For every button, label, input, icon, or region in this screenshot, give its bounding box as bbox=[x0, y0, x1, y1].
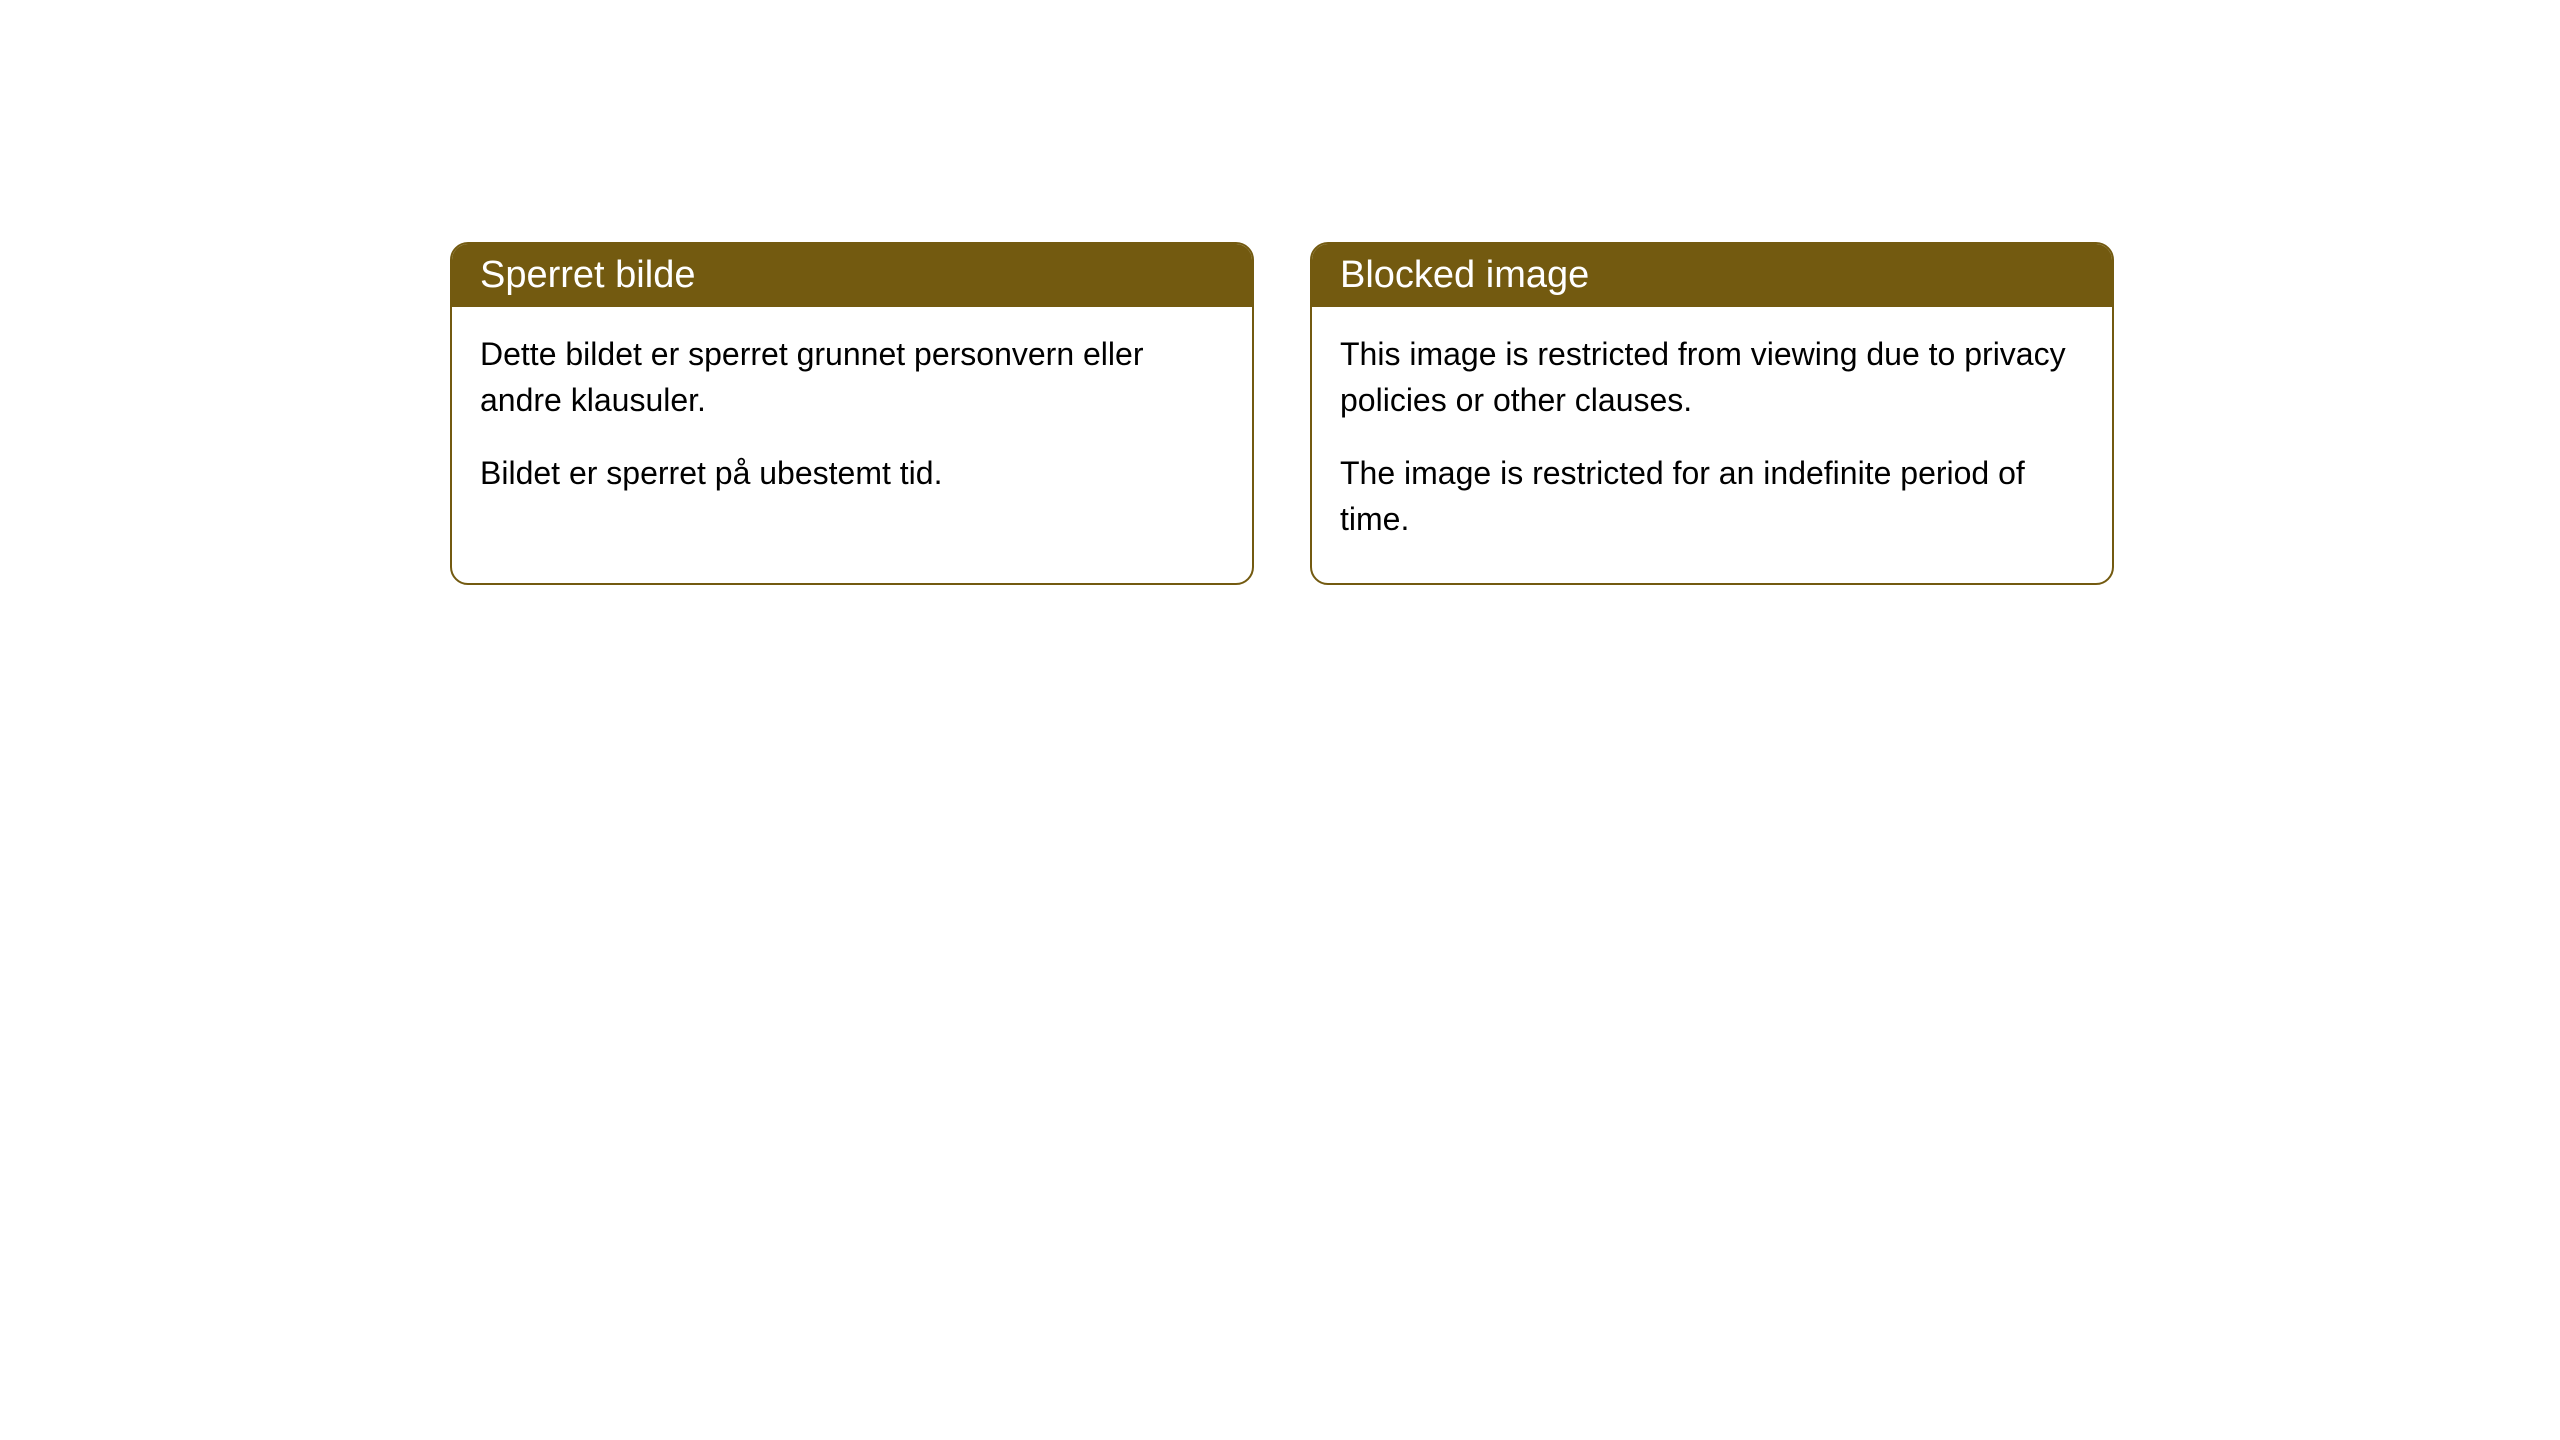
card-header: Blocked image bbox=[1312, 244, 2112, 307]
notice-cards-container: Sperret bilde Dette bildet er sperret gr… bbox=[450, 242, 2114, 585]
card-body: This image is restricted from viewing du… bbox=[1312, 307, 2112, 583]
notice-card-english: Blocked image This image is restricted f… bbox=[1310, 242, 2114, 585]
card-paragraph: The image is restricted for an indefinit… bbox=[1340, 450, 2084, 543]
card-title: Sperret bilde bbox=[480, 254, 695, 296]
card-paragraph: Bildet er sperret på ubestemt tid. bbox=[480, 450, 1224, 496]
card-header: Sperret bilde bbox=[452, 244, 1252, 307]
card-paragraph: Dette bildet er sperret grunnet personve… bbox=[480, 331, 1224, 424]
notice-card-norwegian: Sperret bilde Dette bildet er sperret gr… bbox=[450, 242, 1254, 585]
card-body: Dette bildet er sperret grunnet personve… bbox=[452, 307, 1252, 536]
card-paragraph: This image is restricted from viewing du… bbox=[1340, 331, 2084, 424]
card-title: Blocked image bbox=[1340, 254, 1589, 296]
